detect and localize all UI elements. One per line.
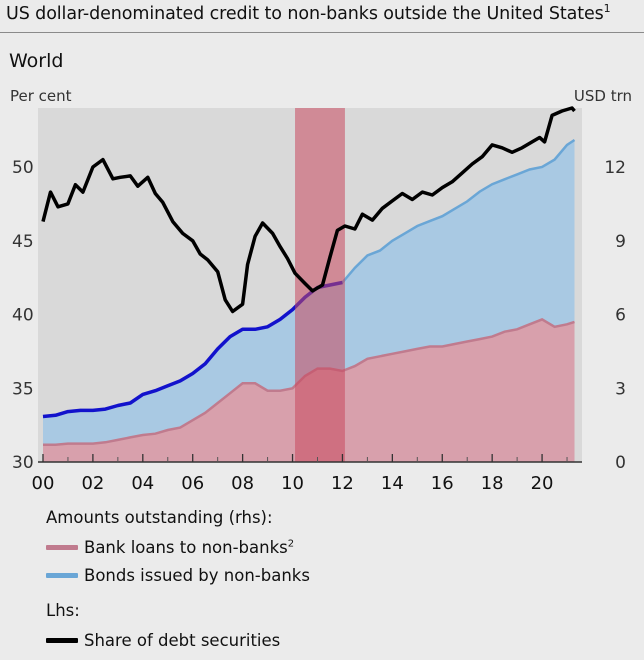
legend-swatch-bonds (46, 572, 78, 578)
legend: Amounts outstanding (rhs): Bank loans to… (46, 508, 310, 654)
legend-label-bonds: Bonds issued by non-banks (84, 565, 310, 585)
left-tick-label: 40 (12, 306, 34, 326)
title-divider (0, 32, 644, 33)
right-tick-label: 3 (615, 379, 626, 399)
right-tick-label: 12 (604, 158, 626, 178)
right-tick-label: 0 (615, 453, 626, 473)
legend-label-share: Share of debt securities (84, 630, 281, 650)
x-tick-label: 16 (431, 473, 454, 494)
legend-item-bank-loans: Bank loans to non-banks2 (46, 533, 310, 561)
x-tick-label: 00 (32, 473, 55, 494)
x-tick-label: 18 (481, 473, 504, 494)
legend-swatch-share (46, 637, 78, 643)
x-tick-label: 20 (531, 473, 554, 494)
legend-swatch-bank-loans (46, 544, 78, 550)
left-tick-label: 50 (12, 158, 34, 178)
bonds-area (43, 140, 575, 445)
panel-title: World (9, 50, 64, 72)
right-tick-label: 9 (615, 232, 626, 252)
left-tick-label: 45 (12, 232, 34, 252)
legend-group-rhs: Amounts outstanding (rhs): (46, 508, 273, 527)
x-tick-label: 12 (331, 473, 354, 494)
legend-label-bank-loans: Bank loans to non-banks2 (84, 537, 295, 557)
right-tick-label: 6 (615, 306, 626, 326)
left-tick-label: 35 (12, 379, 34, 399)
x-tick-label: 06 (181, 473, 204, 494)
legend-item-share: Share of debt securities (46, 626, 310, 654)
x-tick-label: 14 (381, 473, 404, 494)
left-tick-label: 30 (12, 453, 34, 473)
x-tick-label: 10 (281, 473, 304, 494)
bonds-total-line (42, 280, 343, 419)
x-tick-label: 04 (131, 473, 154, 494)
left-axis-unit: Per cent (10, 87, 72, 105)
chart-title: US dollar-denominated credit to non-bank… (6, 2, 611, 24)
share-of-debt-securities-line (41, 106, 576, 314)
legend-group-lhs: Lhs: (46, 601, 80, 620)
right-axis-unit: USD trn (573, 87, 632, 105)
legend-item-bonds: Bonds issued by non-banks (46, 561, 310, 589)
x-tick-label: 08 (231, 473, 254, 494)
x-tick-label: 02 (81, 473, 104, 494)
